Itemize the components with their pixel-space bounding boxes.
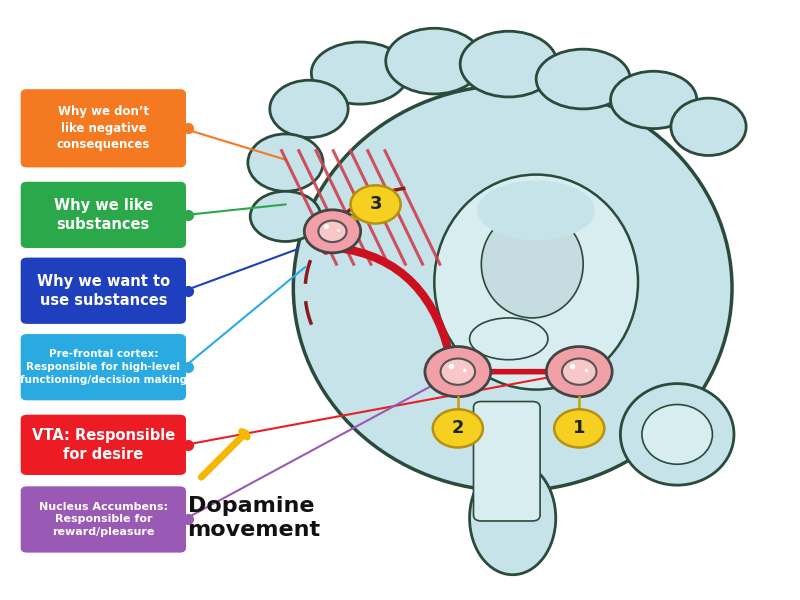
Ellipse shape: [620, 383, 734, 485]
Ellipse shape: [470, 318, 548, 360]
FancyBboxPatch shape: [21, 257, 186, 324]
Circle shape: [304, 210, 361, 253]
Ellipse shape: [536, 49, 630, 109]
FancyBboxPatch shape: [286, 497, 740, 581]
FancyBboxPatch shape: [21, 487, 186, 553]
Ellipse shape: [671, 98, 746, 155]
Ellipse shape: [642, 404, 713, 464]
Text: Why we don’t
like negative
consequences: Why we don’t like negative consequences: [57, 105, 150, 151]
Circle shape: [433, 409, 483, 448]
Ellipse shape: [470, 461, 556, 575]
Circle shape: [350, 185, 401, 224]
FancyBboxPatch shape: [21, 182, 186, 248]
Ellipse shape: [311, 42, 409, 104]
Ellipse shape: [478, 181, 595, 240]
FancyBboxPatch shape: [21, 415, 186, 475]
Text: Dopamine
movement: Dopamine movement: [187, 496, 321, 539]
Text: Pre-frontal cortex:
Responsible for high-level
functioning/decision making: Pre-frontal cortex: Responsible for high…: [20, 349, 187, 385]
Ellipse shape: [610, 71, 697, 128]
Text: Why we like
substances: Why we like substances: [54, 198, 153, 232]
Ellipse shape: [294, 85, 732, 491]
Circle shape: [318, 221, 346, 242]
Text: 1: 1: [573, 419, 586, 437]
Circle shape: [441, 359, 475, 385]
Circle shape: [562, 359, 597, 385]
Text: 2: 2: [451, 419, 464, 437]
Ellipse shape: [434, 175, 638, 389]
Circle shape: [425, 347, 490, 397]
Ellipse shape: [482, 211, 583, 318]
Ellipse shape: [248, 134, 323, 191]
Text: Nucleus Accumbens:
Responsible for
reward/pleasure: Nucleus Accumbens: Responsible for rewar…: [39, 502, 168, 537]
Text: 3: 3: [370, 196, 382, 214]
Text: VTA: Responsible
for desire: VTA: Responsible for desire: [32, 428, 175, 462]
Circle shape: [554, 409, 604, 448]
Ellipse shape: [460, 31, 558, 97]
FancyBboxPatch shape: [21, 334, 186, 400]
FancyBboxPatch shape: [21, 89, 186, 167]
Text: Why we want to
use substances: Why we want to use substances: [37, 274, 170, 308]
Circle shape: [546, 347, 612, 397]
Ellipse shape: [386, 28, 483, 94]
Ellipse shape: [250, 191, 321, 241]
FancyBboxPatch shape: [474, 401, 540, 521]
Ellipse shape: [270, 80, 348, 137]
